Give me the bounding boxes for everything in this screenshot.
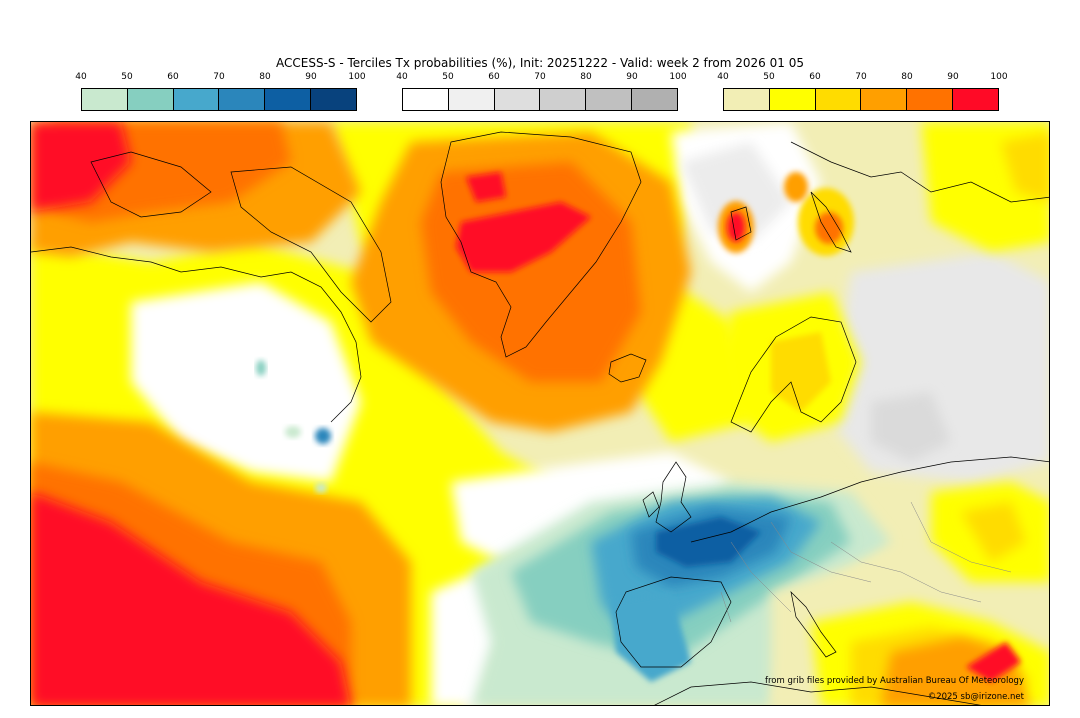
legend-tick: 80 <box>580 72 591 82</box>
legend-near-normal: 40 50 60 70 80 90 100 <box>402 72 678 86</box>
legend-tick: 100 <box>348 72 365 82</box>
legend-swatch <box>907 89 953 110</box>
legend-swatch <box>449 89 495 110</box>
above-normal-area <box>784 172 808 202</box>
legend-ticks: 40 50 60 70 80 90 100 <box>402 72 678 86</box>
legend-tick: 90 <box>626 72 637 82</box>
chart-title: ACCESS-S - Terciles Tx probabilities (%)… <box>0 56 1080 70</box>
below-normal-area <box>315 428 331 444</box>
below-normal-area <box>256 360 266 376</box>
legend-tick: 50 <box>121 72 132 82</box>
near-normal-area <box>831 252 1050 482</box>
legend-tick: 70 <box>213 72 224 82</box>
data-credit: from grib files provided by Australian B… <box>765 676 1024 686</box>
below-normal-area <box>315 483 327 493</box>
legend-swatch <box>816 89 862 110</box>
legend-below-normal: 40 50 60 70 80 90 100 <box>81 72 357 86</box>
legend-tick: 90 <box>947 72 958 82</box>
legend-tick: 100 <box>669 72 686 82</box>
legend-tick: 60 <box>809 72 820 82</box>
legend-colorbar <box>402 88 678 111</box>
legend-swatch <box>174 89 220 110</box>
probability-map <box>30 121 1050 706</box>
legend-swatch <box>82 89 128 110</box>
legend-swatch <box>495 89 541 110</box>
copyright-notice: ©2025 sb@irizone.net <box>928 692 1024 702</box>
legend-tick: 50 <box>763 72 774 82</box>
legend-tick: 40 <box>717 72 728 82</box>
legend-ticks: 40 50 60 70 80 90 100 <box>81 72 357 86</box>
legend-tick: 70 <box>855 72 866 82</box>
legend-swatch <box>586 89 632 110</box>
legend-tick: 40 <box>396 72 407 82</box>
legend-swatch <box>311 89 356 110</box>
legend-swatch <box>128 89 174 110</box>
legend-swatch <box>770 89 816 110</box>
map-svg <box>31 122 1050 706</box>
above-normal-area <box>727 212 745 242</box>
legend-swatch <box>953 89 998 110</box>
legend-swatch <box>219 89 265 110</box>
legend-tick: 40 <box>75 72 86 82</box>
legend-colorbar <box>723 88 999 111</box>
legend-swatch <box>632 89 677 110</box>
legend-swatch <box>403 89 449 110</box>
legend-tick: 60 <box>167 72 178 82</box>
legend-tick: 80 <box>901 72 912 82</box>
legend-swatch <box>540 89 586 110</box>
legend-ticks: 40 50 60 70 80 90 100 <box>723 72 999 86</box>
legend-above-normal: 40 50 60 70 80 90 100 <box>723 72 999 86</box>
legend-swatch <box>724 89 770 110</box>
legend-tick: 70 <box>534 72 545 82</box>
legend-tick: 80 <box>259 72 270 82</box>
legend-tick: 90 <box>305 72 316 82</box>
legend-swatch <box>861 89 907 110</box>
below-normal-area <box>285 426 301 438</box>
legend-tick: 50 <box>442 72 453 82</box>
legend-tick: 100 <box>990 72 1007 82</box>
legend-swatch <box>265 89 311 110</box>
legend-colorbar <box>81 88 357 111</box>
legend-tick: 60 <box>488 72 499 82</box>
